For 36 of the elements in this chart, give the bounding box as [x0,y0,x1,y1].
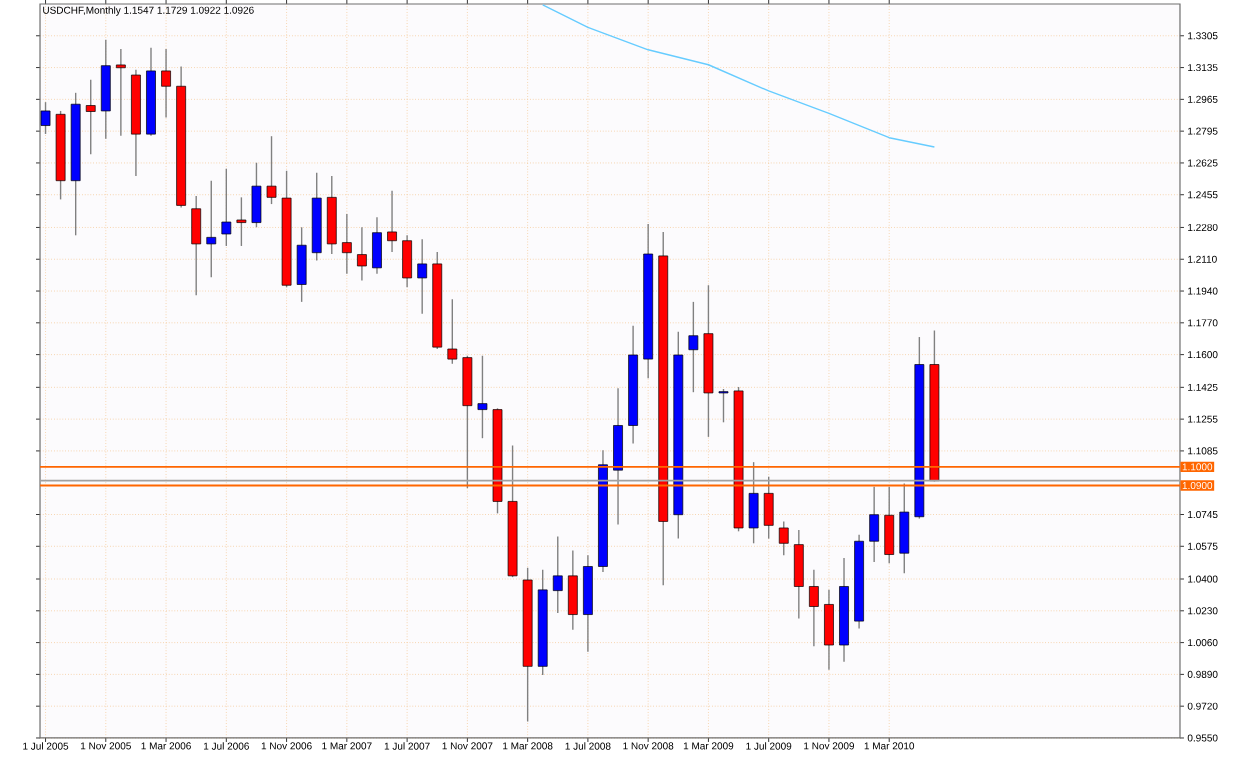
candlestick [206,180,217,278]
candlestick [884,486,895,565]
candlestick [417,238,428,315]
candlestick [447,298,458,365]
candlestick [402,234,412,288]
candlestick [748,461,759,544]
candlestick [161,48,171,119]
candlestick [778,520,789,556]
candlestick [567,549,578,631]
candlestick [899,482,910,574]
candlestick [372,216,382,275]
line-series [542,4,936,148]
candlestick [296,226,307,303]
candlestick [341,213,352,275]
candlestick [718,388,729,424]
candlestick [251,162,262,228]
candlestick [326,175,337,255]
candlestick [387,190,397,253]
candlestick [266,135,277,205]
candlestick [552,535,563,614]
candlestick [613,387,623,526]
candlestick [809,569,819,648]
candlestick [40,101,51,135]
candlestick [191,195,202,296]
candlestick [688,301,699,393]
candlestick [477,355,488,439]
candlestick [824,589,834,671]
candlestick [236,196,247,247]
candlestick [357,226,367,282]
candlestick [100,39,111,140]
candlestick [869,486,880,563]
candlestick [85,79,96,155]
candlestick [763,476,774,540]
candlestick [793,529,804,620]
candlestick [115,48,126,137]
candlestick [221,168,232,247]
